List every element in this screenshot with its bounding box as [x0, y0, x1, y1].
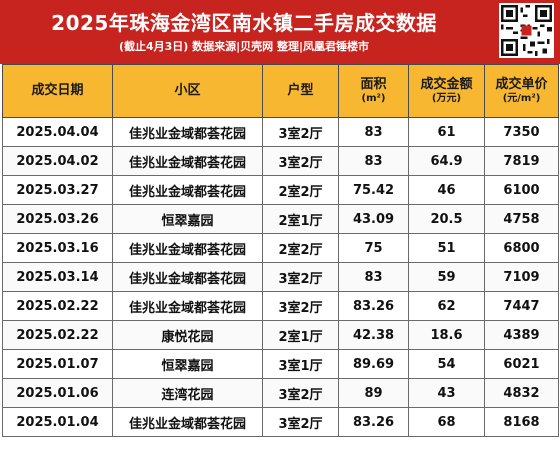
cell-community: 佳兆业金域都荟花园 — [112, 146, 263, 176]
cell-unit-price: 7819 — [484, 146, 559, 176]
table-row: 2025.04.02 佳兆业金域都荟花园 3室2厅 83 64.9 7819 — [2, 146, 559, 176]
cell-price: 43 — [408, 378, 485, 408]
table-row: 2025.01.04 佳兆业金域都荟花园 3室2厅 83.26 68 8168 — [2, 407, 559, 437]
cell-community: 恒翠嘉园 — [112, 349, 263, 379]
cell-area: 83 — [338, 146, 409, 176]
cell-area: 42.38 — [338, 320, 409, 350]
cell-price: 54 — [408, 349, 485, 379]
column-header-unit-price: 成交单价 (元/m²) — [484, 64, 559, 118]
cell-date: 2025.03.26 — [2, 204, 113, 234]
cell-area: 89.69 — [338, 349, 409, 379]
cell-price: 61 — [408, 117, 485, 147]
cell-date: 2025.03.27 — [2, 175, 113, 205]
cell-layout: 3室1厅 — [262, 349, 339, 379]
cell-date: 2025.01.04 — [2, 407, 113, 437]
cell-layout: 2室1厅 — [262, 320, 339, 350]
cell-area: 75 — [338, 233, 409, 263]
cell-date: 2025.03.16 — [2, 233, 113, 263]
cell-unit-price: 6800 — [484, 233, 559, 263]
cell-area: 83.26 — [338, 291, 409, 321]
table-row: 2025.01.07 恒翠嘉园 3室1厅 89.69 54 6021 — [2, 349, 559, 379]
cell-unit-price: 6100 — [484, 175, 559, 205]
cell-community: 佳兆业金域都荟花园 — [112, 262, 263, 292]
cell-layout: 3室2厅 — [262, 407, 339, 437]
table-row: 2025.03.14 佳兆业金域都荟花园 3室2厅 83 59 7109 — [2, 262, 559, 292]
cell-unit-price: 7350 — [484, 117, 559, 147]
column-header-layout: 户型 — [262, 64, 339, 118]
transactions-table: 成交日期 小区 户型 面积 (m²) 成交金额 (万元) 成交单价 (元/m²) 20… — [2, 64, 559, 437]
cell-price: 64.9 — [408, 146, 485, 176]
cell-area: 89 — [338, 378, 409, 408]
cell-unit-price: 7447 — [484, 291, 559, 321]
column-header-area: 面积 (m²) — [338, 64, 409, 118]
qr-code-icon — [499, 3, 554, 58]
cell-layout: 3室2厅 — [262, 291, 339, 321]
cell-date: 2025.04.02 — [2, 146, 113, 176]
cell-community: 恒翠嘉园 — [112, 204, 263, 234]
cell-layout: 2室2厅 — [262, 175, 339, 205]
cell-area: 83 — [338, 262, 409, 292]
table-row: 2025.03.26 恒翠嘉园 2室1厅 43.09 20.5 4758 — [2, 204, 559, 234]
cell-price: 46 — [408, 175, 485, 205]
column-header-community: 小区 — [112, 64, 263, 118]
cell-layout: 2室2厅 — [262, 233, 339, 263]
cell-layout: 3室2厅 — [262, 378, 339, 408]
page-subtitle: (截止4月3日) 数据来源|贝壳网 整理|凤凰君锤楼市 — [118, 40, 370, 53]
cell-date: 2025.02.22 — [2, 320, 113, 350]
cell-price: 20.5 — [408, 204, 485, 234]
cell-layout: 3室2厅 — [262, 146, 339, 176]
cell-area: 83 — [338, 117, 409, 147]
cell-unit-price: 4832 — [484, 378, 559, 408]
table-header-row: 成交日期 小区 户型 面积 (m²) 成交金额 (万元) 成交单价 (元/m²) — [2, 64, 559, 118]
page-title: 2025年珠海金湾区南水镇二手房成交数据 — [51, 11, 437, 35]
cell-price: 18.6 — [408, 320, 485, 350]
cell-date: 2025.01.07 — [2, 349, 113, 379]
cell-price: 62 — [408, 291, 485, 321]
cell-unit-price: 4389 — [484, 320, 559, 350]
cell-date: 2025.04.04 — [2, 117, 113, 147]
cell-price: 59 — [408, 262, 485, 292]
cell-price: 51 — [408, 233, 485, 263]
table-row: 2025.04.04 佳兆业金域都荟花园 3室2厅 83 61 7350 — [2, 117, 559, 147]
cell-unit-price: 4758 — [484, 204, 559, 234]
cell-unit-price: 7109 — [484, 262, 559, 292]
cell-community: 佳兆业金域都荟花园 — [112, 233, 263, 263]
cell-area: 75.42 — [338, 175, 409, 205]
cell-area: 43.09 — [338, 204, 409, 234]
cell-layout: 3室2厅 — [262, 117, 339, 147]
cell-community: 佳兆业金域都荟花园 — [112, 291, 263, 321]
table-row: 2025.03.16 佳兆业金域都荟花园 2室2厅 75 51 6800 — [2, 233, 559, 263]
cell-unit-price: 6021 — [484, 349, 559, 379]
table-row: 2025.02.22 佳兆业金域都荟花园 3室2厅 83.26 62 7447 — [2, 291, 559, 321]
cell-area: 83.26 — [338, 407, 409, 437]
page-header: 2025年珠海金湾区南水镇二手房成交数据 (截止4月3日) 数据来源|贝壳网 整… — [0, 0, 560, 64]
column-header-price: 成交金额 (万元) — [408, 64, 485, 118]
cell-unit-price: 8168 — [484, 407, 559, 437]
cell-date: 2025.01.06 — [2, 378, 113, 408]
cell-layout: 2室1厅 — [262, 204, 339, 234]
cell-community: 连湾花园 — [112, 378, 263, 408]
column-header-date: 成交日期 — [2, 64, 113, 118]
cell-price: 68 — [408, 407, 485, 437]
table-row: 2025.02.22 康悦花园 2室1厅 42.38 18.6 4389 — [2, 320, 559, 350]
cell-layout: 3室2厅 — [262, 262, 339, 292]
cell-community: 康悦花园 — [112, 320, 263, 350]
cell-community: 佳兆业金域都荟花园 — [112, 175, 263, 205]
cell-date: 2025.03.14 — [2, 262, 113, 292]
cell-community: 佳兆业金域都荟花园 — [112, 117, 263, 147]
table-row: 2025.03.27 佳兆业金域都荟花园 2室2厅 75.42 46 6100 — [2, 175, 559, 205]
table-row: 2025.01.06 连湾花园 3室2厅 89 43 4832 — [2, 378, 559, 408]
cell-community: 佳兆业金域都荟花园 — [112, 407, 263, 437]
cell-date: 2025.02.22 — [2, 291, 113, 321]
